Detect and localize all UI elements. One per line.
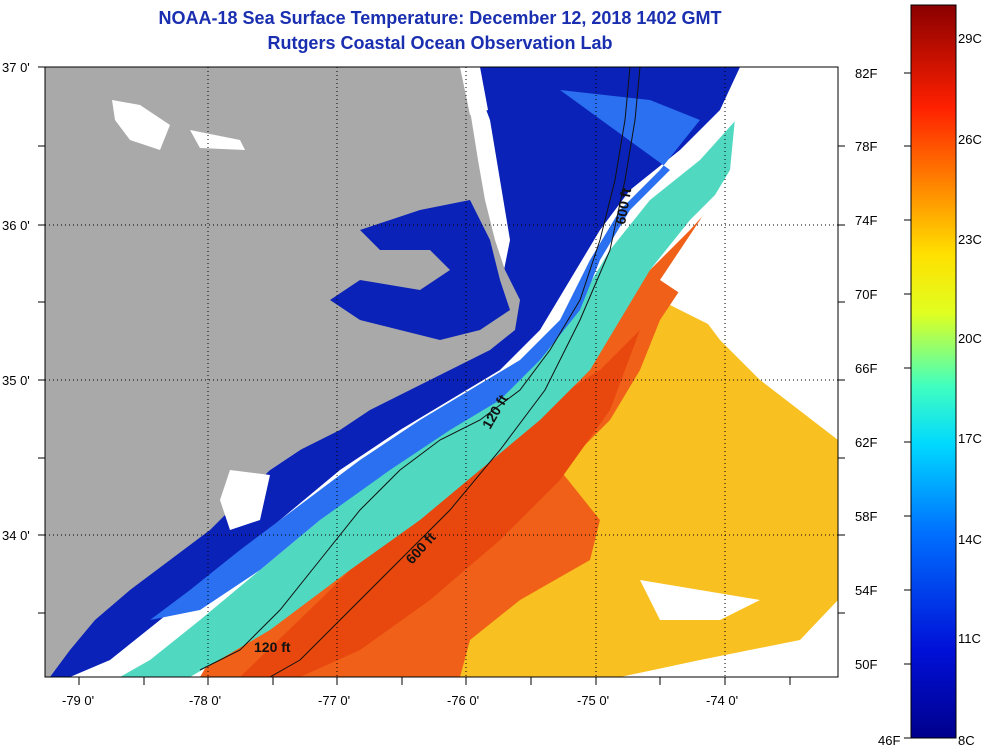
cloud-mask xyxy=(660,67,838,440)
inland-lake xyxy=(190,130,245,150)
colorbar-c-label: 26C xyxy=(958,132,982,147)
lon-label: -74 0' xyxy=(706,693,738,708)
cloud-mask xyxy=(460,67,488,115)
lat-label: 37 0' xyxy=(2,60,30,75)
nearshore-blue-band xyxy=(150,90,700,620)
colorbar-c-label: 17C xyxy=(958,431,982,446)
colorbar-f-label: 66F xyxy=(855,361,877,376)
contour-120ft-line xyxy=(199,67,631,671)
colorbar-c-label: 29C xyxy=(958,31,982,46)
map-subtitle: Rutgers Coastal Ocean Observation Lab xyxy=(267,33,613,53)
lat-label: 35 0' xyxy=(2,373,30,388)
colorbar-f-label: 74F xyxy=(855,213,877,228)
colorbar-c-label: 8C xyxy=(958,733,975,748)
colorbar-c-label: 20C xyxy=(958,331,982,346)
lat-label: 36 0' xyxy=(2,218,30,233)
colorbar xyxy=(910,4,957,739)
lon-label: -75 0' xyxy=(577,693,609,708)
cloud-mask xyxy=(640,580,760,620)
cloud-mask xyxy=(220,470,270,530)
map-title: NOAA-18 Sea Surface Temperature: Decembe… xyxy=(158,8,722,28)
colorbar-ticks xyxy=(904,72,911,739)
graticule xyxy=(45,67,838,677)
contour-label-600ft: 600 ft xyxy=(612,186,634,225)
map-frame xyxy=(44,66,839,678)
gulf-stream-core xyxy=(200,120,770,677)
colorbar-f-label: 78F xyxy=(855,139,877,154)
colorbar-f-label: 82F xyxy=(855,66,877,81)
lon-ticks xyxy=(78,677,791,685)
lat-label: 34 0' xyxy=(2,528,30,543)
colorbar-c-label: 23C xyxy=(958,232,982,247)
lon-label: -78 0' xyxy=(189,693,221,708)
lon-label: -77 0' xyxy=(318,693,350,708)
colorbar-f-label: 70F xyxy=(855,287,877,302)
colorbar-f-label: 50F xyxy=(855,657,877,672)
inland-lake xyxy=(112,100,170,150)
colorbar-f-label: 46F xyxy=(878,733,900,748)
coastal-cold-water xyxy=(45,67,740,677)
colorbar-c-label: 11C xyxy=(958,631,981,646)
colorbar-f-label: 58F xyxy=(855,509,877,524)
colorbar-c-label: 14C xyxy=(958,532,982,547)
lat-ticks xyxy=(38,66,845,614)
contour-label-120ft: 120 ft xyxy=(254,639,291,655)
colorbar-f-label: 62F xyxy=(855,435,877,450)
pamlico-sound xyxy=(330,200,510,340)
contour-600ft-line xyxy=(269,67,641,677)
lon-label: -76 0' xyxy=(447,693,479,708)
colorbar-f-label: 54F xyxy=(855,583,877,598)
lon-label: -79 0' xyxy=(62,693,94,708)
